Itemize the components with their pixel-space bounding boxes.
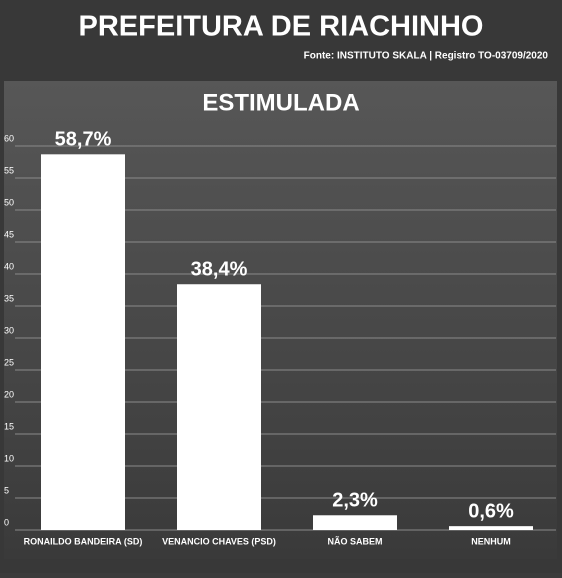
y-tick-label: 0 xyxy=(4,517,9,527)
y-tick-label: 20 xyxy=(4,389,14,399)
y-tick-label: 30 xyxy=(4,325,14,335)
y-tick-label: 60 xyxy=(4,133,14,143)
value-label: 58,7% xyxy=(55,129,112,151)
y-tick-label: 55 xyxy=(4,165,14,175)
chart-title: ESTIMULADA xyxy=(202,89,359,116)
y-tick-label: 25 xyxy=(4,357,14,367)
value-label: 2,3% xyxy=(332,490,378,512)
x-tick-label: VENANCIO CHAVES (PSD) xyxy=(162,536,276,546)
bar xyxy=(177,284,261,530)
y-tick-label: 40 xyxy=(4,261,14,271)
bar xyxy=(449,526,533,530)
y-tick-label: 10 xyxy=(4,453,14,463)
bar xyxy=(313,515,397,530)
y-tick-label: 35 xyxy=(4,293,14,303)
source: Fonte: INSTITUTO SKALA | Registro TO-037… xyxy=(304,51,549,62)
x-tick-label: NÃO SABEM xyxy=(327,536,382,546)
page-title: PREFEITURA DE RIACHINHO xyxy=(79,11,484,43)
value-label: 0,6% xyxy=(468,500,514,522)
y-tick-label: 5 xyxy=(4,485,9,495)
bar xyxy=(41,154,125,530)
x-tick-label: RONAILDO BANDEIRA (SD) xyxy=(24,536,143,546)
y-tick-label: 15 xyxy=(4,421,14,431)
value-label: 38,4% xyxy=(191,259,248,281)
y-tick-label: 45 xyxy=(4,229,14,239)
y-tick-label: 50 xyxy=(4,197,14,207)
x-tick-label: NENHUM xyxy=(471,536,511,546)
